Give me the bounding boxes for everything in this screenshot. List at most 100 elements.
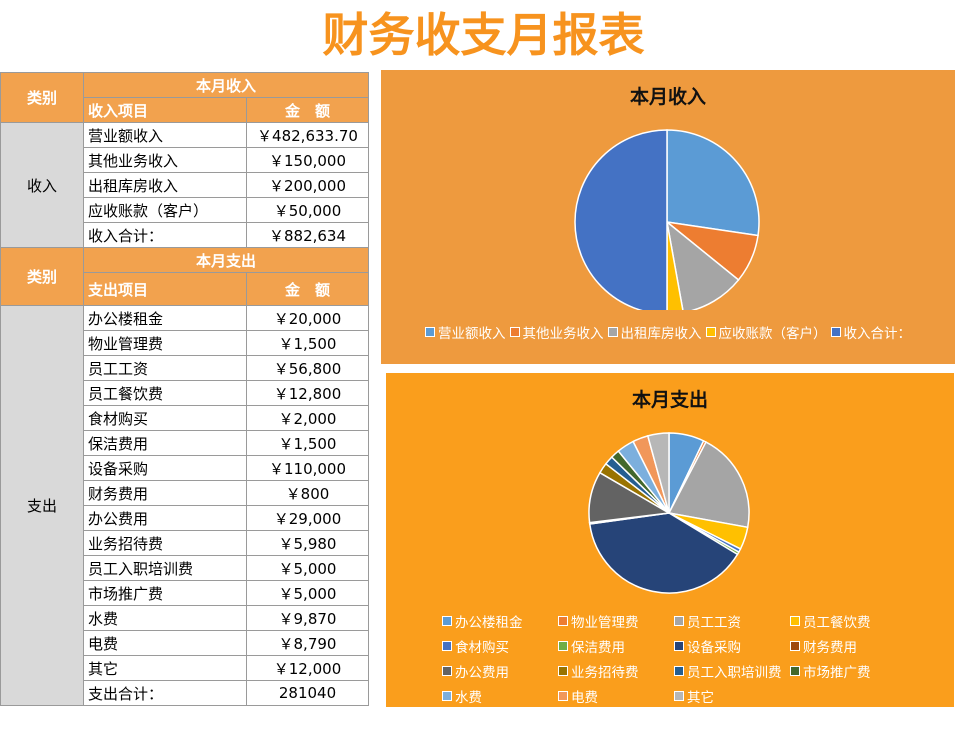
amount-cell: ￥29,000	[247, 506, 369, 531]
item-cell: 市场推广费	[84, 581, 247, 606]
item-cell: 出租库房收入	[84, 173, 247, 198]
pie-slice	[667, 441, 750, 529]
legend-swatch	[558, 641, 568, 651]
amount-cell: ￥800	[247, 481, 369, 506]
item-cell: 应收账款（客户）	[84, 198, 247, 223]
group-label: 支出	[1, 306, 84, 706]
legend-swatch	[442, 666, 452, 676]
legend-label: 设备采购	[687, 640, 741, 656]
pie-slice	[666, 129, 760, 237]
legend-item: 出租库房收入	[607, 322, 702, 342]
amount-cell: ￥2,000	[247, 406, 369, 431]
legend-item: 收入合计：	[830, 322, 912, 342]
legend: 营业额收入 其他业务收入 出租库房收入 应收账款（客户） 收入合计：	[381, 322, 955, 342]
legend-swatch	[674, 616, 684, 626]
legend-swatch	[442, 691, 452, 701]
legend-item: 设备采购	[674, 636, 790, 656]
legend-item: 其它	[674, 686, 790, 706]
legend-item: 员工餐饮费	[790, 611, 906, 631]
amount-cell: ￥1,500	[247, 431, 369, 456]
legend: 办公楼租金 物业管理费 员工工资 员工餐饮费 食材购买 保洁费用 设备采购 财务费用 办公费用 业…	[442, 611, 902, 706]
amount-cell: ￥5,980	[247, 531, 369, 556]
amount-cell: ￥110,000	[247, 456, 369, 481]
amount-cell: ￥5,000	[247, 581, 369, 606]
category-header: 类别	[1, 73, 84, 123]
legend-swatch	[674, 641, 684, 651]
item-cell: 营业额收入	[84, 123, 247, 148]
legend-label: 电费	[571, 690, 598, 706]
legend-swatch	[442, 641, 452, 651]
legend-item: 电费	[558, 686, 674, 706]
legend-label: 收入合计：	[843, 326, 912, 342]
legend-label: 办公楼租金	[455, 615, 523, 631]
legend-label: 市场推广费	[803, 665, 871, 681]
legend-swatch	[558, 666, 568, 676]
legend-swatch	[790, 616, 800, 626]
item-cell: 支出合计：	[84, 681, 247, 706]
chart-title: 本月收入	[629, 86, 706, 108]
item-cell: 设备采购	[84, 456, 247, 481]
legend-label: 其它	[687, 690, 714, 706]
item-cell: 员工入职培训费	[84, 556, 247, 581]
legend-item: 其他业务收入	[509, 322, 604, 342]
legend-item: 水费	[442, 686, 558, 706]
pie-slice	[588, 512, 739, 594]
item-cell: 水费	[84, 606, 247, 631]
item-header: 支出项目	[84, 273, 247, 306]
legend-item: 员工入职培训费	[674, 661, 790, 681]
legend-item: 员工工资	[674, 611, 790, 631]
legend-swatch	[674, 691, 684, 701]
amount-cell: ￥482,633.70	[247, 123, 369, 148]
pie	[588, 432, 750, 594]
legend-item: 办公楼租金	[442, 611, 558, 631]
amount-cell: ￥12,800	[247, 381, 369, 406]
item-cell: 保洁费用	[84, 431, 247, 456]
item-cell: 其它	[84, 656, 247, 681]
item-cell: 业务招待费	[84, 531, 247, 556]
pie-slice	[665, 220, 740, 310]
legend-swatch	[558, 616, 568, 626]
legend-item: 办公费用	[442, 661, 558, 681]
legend-label: 员工工资	[687, 615, 741, 631]
item-cell: 办公费用	[84, 506, 247, 531]
legend-label: 业务招待费	[571, 665, 639, 681]
legend-item: 食材购买	[442, 636, 558, 656]
amount-cell: ￥9,870	[247, 606, 369, 631]
legend-swatch	[442, 616, 452, 626]
item-header: 收入项目	[84, 98, 247, 123]
item-cell: 财务费用	[84, 481, 247, 506]
pie	[574, 129, 760, 310]
legend-label: 其他业务收入	[522, 326, 604, 342]
legend-label: 应收账款（客户）	[718, 326, 827, 342]
legend-item: 财务费用	[790, 636, 906, 656]
chart-title: 本月支出	[631, 389, 708, 411]
amount-cell: ￥12,000	[247, 656, 369, 681]
legend-swatch	[674, 666, 684, 676]
pie-slice	[574, 129, 668, 310]
legend-label: 员工入职培训费	[687, 665, 782, 681]
amount-header: 金 额	[247, 98, 369, 123]
amount-header: 金 额	[247, 273, 369, 306]
group-label: 收入	[1, 123, 84, 248]
legend-item: 应收账款（客户）	[705, 322, 827, 342]
legend-swatch	[790, 641, 800, 651]
legend-swatch	[705, 327, 716, 337]
legend-item: 保洁费用	[558, 636, 674, 656]
amount-cell: ￥5,000	[247, 556, 369, 581]
legend-label: 办公费用	[455, 665, 509, 681]
amount-cell: ￥150,000	[247, 148, 369, 173]
legend-item: 物业管理费	[558, 611, 674, 631]
income-chart: 本月收入营业额收入 其他业务收入 出租库房收入 应收账款（客户） 收入合计：	[381, 70, 955, 364]
amount-cell: ￥1,500	[247, 331, 369, 356]
legend-swatch	[425, 327, 435, 337]
legend-item: 营业额收入	[425, 322, 506, 342]
legend-swatch	[790, 666, 800, 676]
legend-label: 保洁费用	[571, 640, 625, 656]
legend-label: 员工餐饮费	[803, 615, 871, 631]
item-cell: 员工餐饮费	[84, 381, 247, 406]
legend-label: 水费	[455, 690, 482, 706]
legend-swatch	[607, 327, 618, 337]
amount-cell: ￥50,000	[247, 198, 369, 223]
category-header: 类别	[1, 248, 84, 306]
legend-label: 营业额收入	[438, 326, 506, 342]
